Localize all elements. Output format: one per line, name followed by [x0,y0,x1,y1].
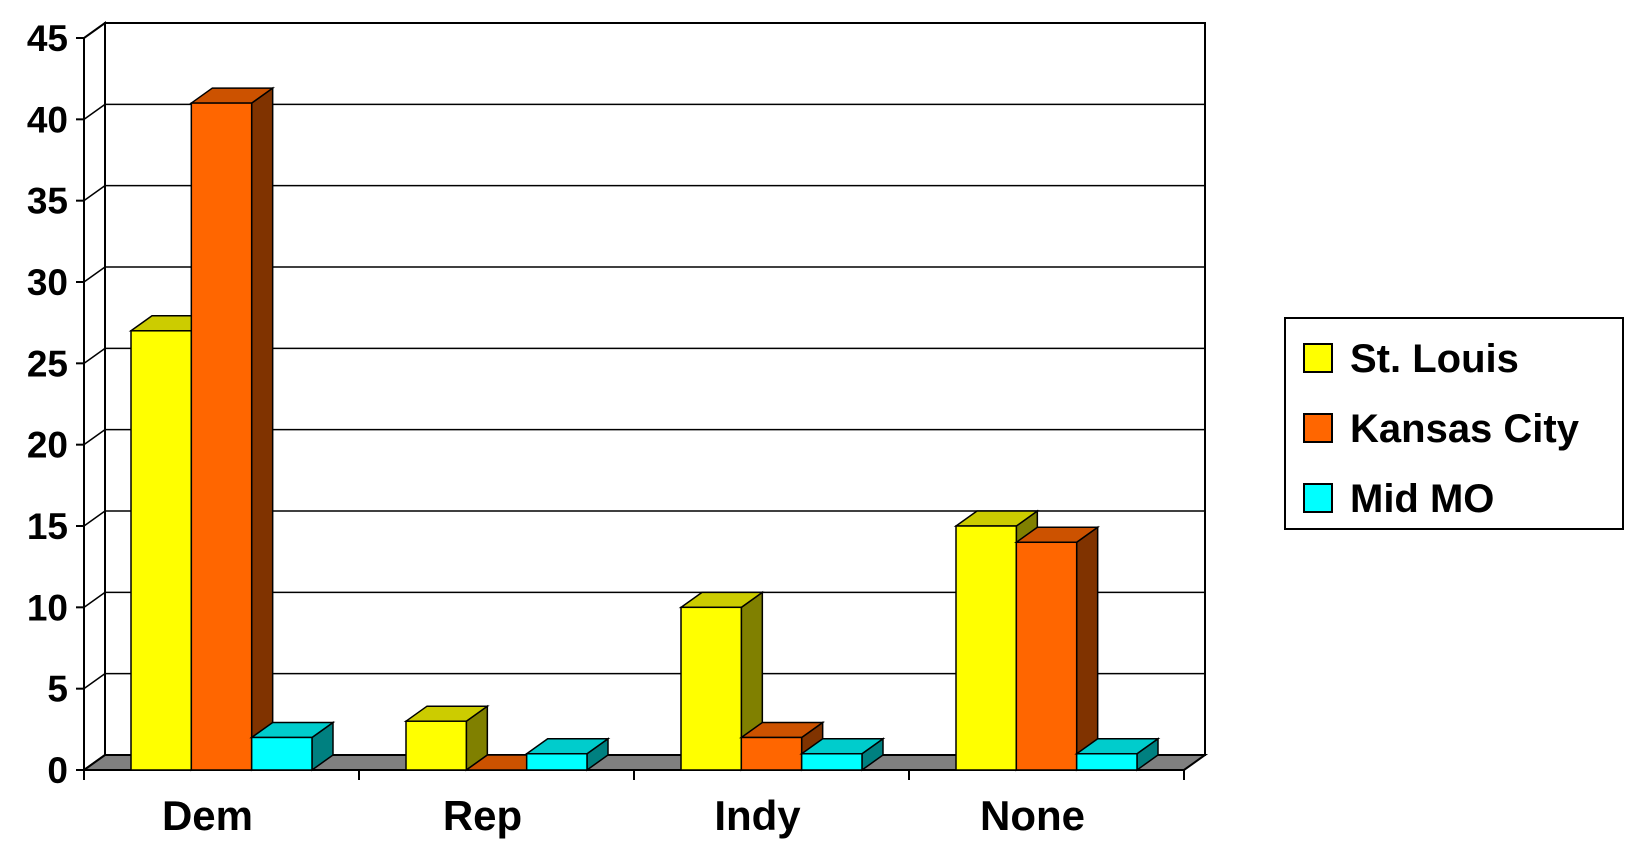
bar-front [1015,541,1078,771]
gridline-side [83,591,106,608]
chart-walls [83,21,1206,772]
bar [799,737,886,772]
legend-swatch [1303,343,1333,373]
bar-front [190,102,253,771]
legend-label: St. Louis [1350,337,1519,381]
bar-front [250,736,313,771]
legend-swatch [1303,413,1333,443]
gridline-side [83,103,106,120]
bars [128,86,1161,772]
y-tick-label: 0 [47,750,68,791]
legend-label: Mid MO [1350,477,1494,521]
bar [249,721,336,772]
y-tick-label: 5 [47,669,68,710]
bar-front [740,736,803,771]
side-wall [83,21,106,772]
category-label: Indy [714,792,801,839]
bar-side [250,86,274,772]
y-tick-label: 45 [27,18,68,59]
bar [403,704,490,772]
category-label: Dem [162,792,253,839]
bar [1013,525,1101,772]
category-labels: Dem Rep Indy None [162,792,1085,839]
y-tick-label: 15 [27,506,68,547]
bar [524,737,611,772]
bar-front [525,752,588,771]
gridline-side [83,429,106,446]
gridline-side [83,347,106,364]
gridline-side [83,673,106,690]
category-label: Rep [443,792,522,839]
y-tick-label: 35 [27,181,68,222]
bar [188,86,276,772]
y-tick-label: 40 [27,99,68,140]
bar-side [1075,525,1099,772]
bar-front [680,606,743,771]
y-tick-labels: 0 5 10 15 20 25 30 35 40 45 [27,18,68,791]
gridline-side [83,22,106,39]
bar [1074,737,1161,772]
legend: St. Louis Kansas City Mid MO [1284,317,1624,530]
legend-label: Kansas City [1350,407,1580,451]
legend-swatch [1303,483,1333,513]
bar-front [800,752,863,771]
legend-box [1284,317,1624,530]
y-tick-label: 20 [27,425,68,466]
y-tick-label: 10 [27,587,68,628]
gridline-side [83,185,106,202]
y-tick-label: 25 [27,343,68,384]
bar-front [405,720,468,771]
category-label: None [980,792,1085,839]
gridline-side [83,510,106,527]
y-tick-label: 30 [27,262,68,303]
bar-front [1075,752,1138,771]
gridline-side [83,266,106,283]
gridlines [83,22,1205,690]
bar-front [130,330,193,771]
bar-front [955,525,1018,771]
